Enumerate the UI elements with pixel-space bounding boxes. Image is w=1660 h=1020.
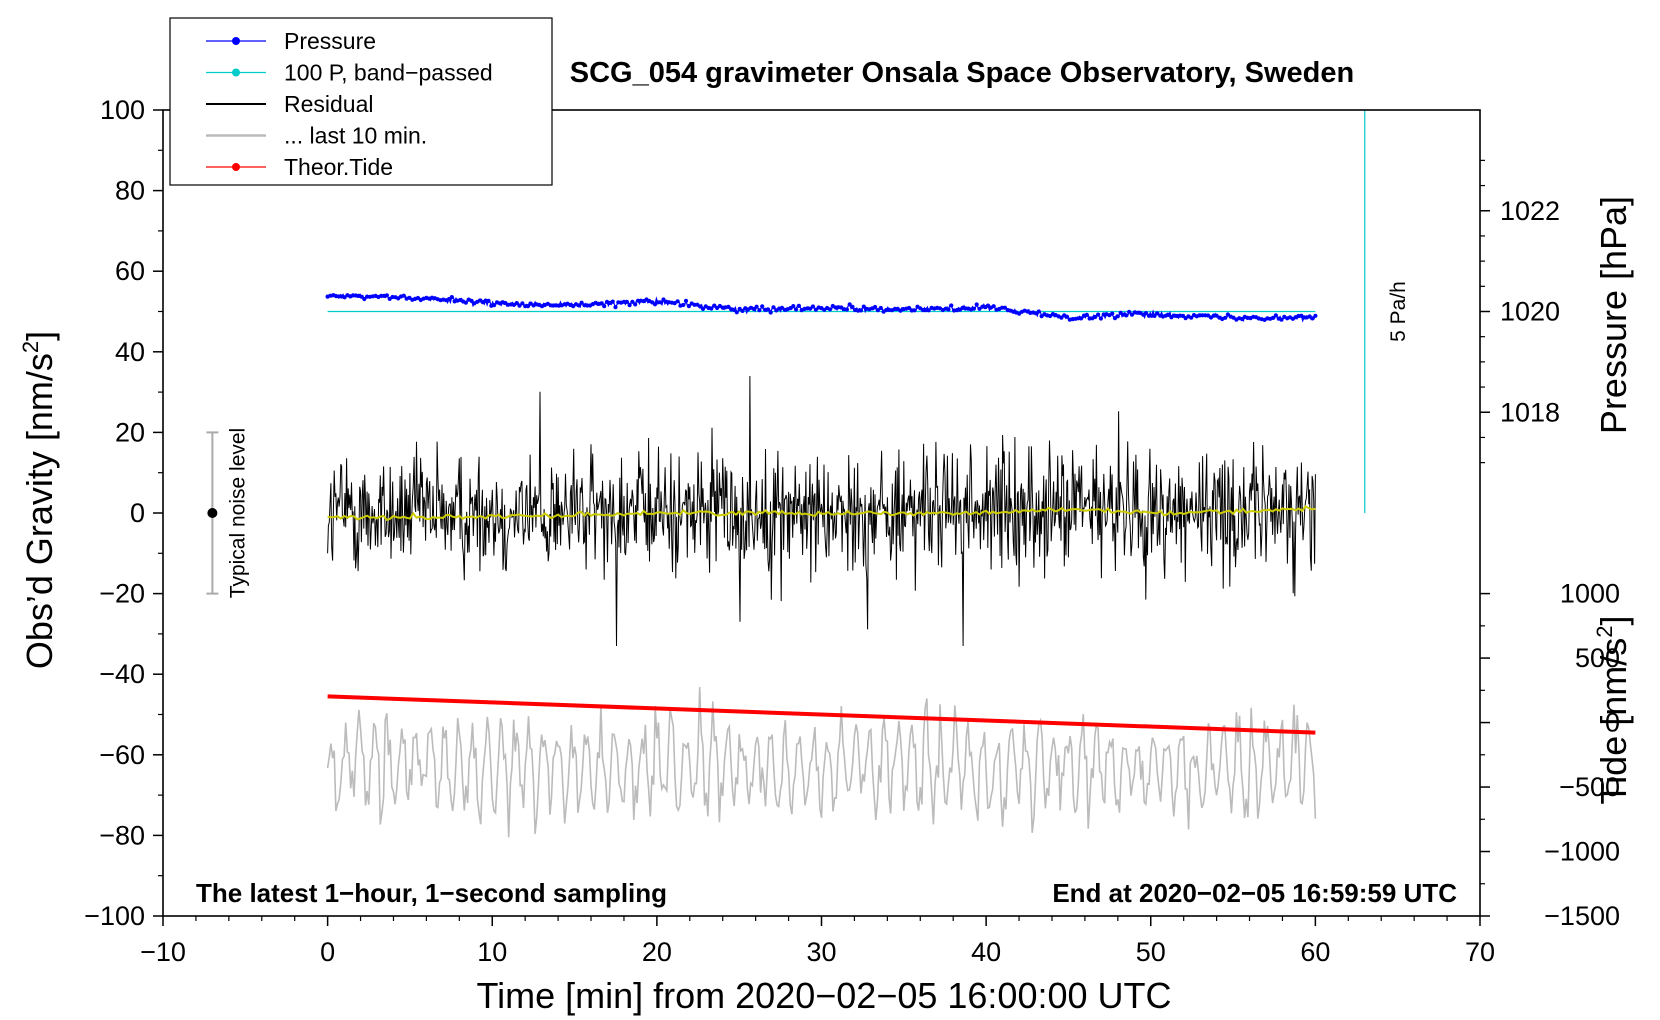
residual-smoothed-line xyxy=(327,505,1316,522)
y-tick-label: −60 xyxy=(99,740,145,770)
legend: Pressure 100 P, band−passed Residual ... la… xyxy=(169,17,553,186)
x-tick-label: 70 xyxy=(1465,937,1495,967)
pressure-series xyxy=(325,293,1318,323)
y-tick-label: 80 xyxy=(115,176,145,206)
noise-bar-label: Typical noise level xyxy=(226,428,249,598)
x-tick-label: 60 xyxy=(1300,937,1330,967)
x-tick-label: 20 xyxy=(642,937,672,967)
legend-box xyxy=(169,17,553,186)
legend-marker xyxy=(232,163,240,171)
x-tick-label: 30 xyxy=(806,937,836,967)
y-axis-label-tide: Tide [nm/s2] xyxy=(1592,616,1634,805)
x-tick-label: 50 xyxy=(1136,937,1166,967)
annotation-left: The latest 1−hour, 1−second sampling xyxy=(196,878,667,908)
noise-bar-center xyxy=(207,508,218,518)
y-axis-label-pressure: Pressure [hPa] xyxy=(1593,196,1634,434)
tide-tick-label: −1000 xyxy=(1544,837,1620,867)
y-tick-label: 40 xyxy=(115,337,145,367)
legend-marker xyxy=(232,68,240,77)
y-tick-label: −80 xyxy=(99,820,145,850)
y-axis-label-left: Obs’d Gravity [nm/s2] xyxy=(18,331,60,669)
x-tick-label: −10 xyxy=(140,937,186,967)
tide-tick-label: 0 xyxy=(1605,708,1620,738)
y-tick-label: 100 xyxy=(100,95,145,125)
legend-label: 100 P, band−passed xyxy=(284,60,493,86)
annotation-right: End at 2020−02−05 16:59:59 UTC xyxy=(1052,878,1457,908)
tide-tick-label: 500 xyxy=(1575,643,1620,673)
tide-tick-label: 1000 xyxy=(1560,579,1620,609)
legend-label: Residual xyxy=(284,91,374,117)
y-tick-label: −20 xyxy=(99,579,145,609)
pressure-tick-label: 1018 xyxy=(1500,397,1560,427)
y-tick-label: 0 xyxy=(130,498,145,528)
x-tick-label: 10 xyxy=(477,937,507,967)
legend-label: Theor.Tide xyxy=(284,154,393,180)
tide-tick-label: −1500 xyxy=(1544,901,1620,931)
legend-label: Pressure xyxy=(284,28,376,54)
pressure-tick-label: 1022 xyxy=(1500,196,1560,226)
y-tick-label: 20 xyxy=(115,417,145,447)
legend-marker xyxy=(232,37,240,45)
ticks-layer: −10 0 10 20 30 40 50 60 70−100−80−60−40−20020406… xyxy=(84,95,1620,967)
chart-title: SCG_054 gravimeter Onsala Space Observat… xyxy=(570,57,1354,89)
pressure-line xyxy=(327,293,1316,323)
y-tick-label: 60 xyxy=(115,256,145,286)
y-tick-label: −100 xyxy=(84,901,145,931)
legend-label: ... last 10 min. xyxy=(284,123,427,149)
tide-tick-label: −500 xyxy=(1559,772,1620,802)
x-tick-label: 40 xyxy=(971,937,1001,967)
tide-line xyxy=(327,694,1316,735)
data-layer: Typical noise level 5 Pa/h xyxy=(206,110,1410,838)
x-axis-label: Time [min] from 2020−02−05 16:00:00 UTC xyxy=(476,975,1171,1016)
last10min-line xyxy=(326,687,1317,838)
rate-scale-label: 5 Pa/h xyxy=(1387,281,1410,342)
y-tick-label: −40 xyxy=(99,659,145,689)
pressure-tick-label: 1020 xyxy=(1500,297,1560,327)
x-tick-label: 0 xyxy=(320,937,335,967)
